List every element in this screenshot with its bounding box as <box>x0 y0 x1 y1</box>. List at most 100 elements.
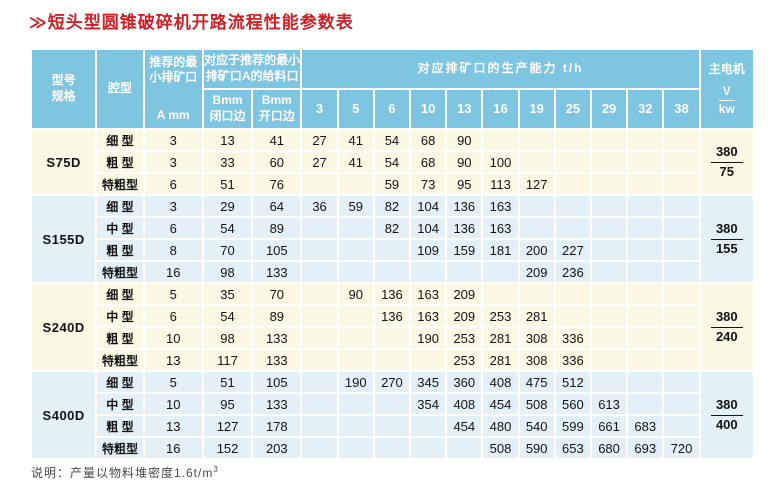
capacity-cell <box>338 240 373 260</box>
capacity-cell <box>338 262 373 282</box>
capacity-cell <box>338 416 373 436</box>
b-closed-cell: 29 <box>203 196 252 216</box>
capacity-cell: 27 <box>302 152 337 172</box>
capacity-cell: 209 <box>447 306 482 326</box>
capacity-cell <box>483 262 518 282</box>
capacity-cell: 190 <box>338 372 373 392</box>
model-cell: S400D <box>32 372 96 458</box>
capacity-cell <box>555 174 590 194</box>
spec-table: 型号 规格 腔型 推荐的最小排矿口 A mm 对应于推荐的最小排矿口A的给料口 … <box>30 48 755 460</box>
capacity-cell: 104 <box>411 218 446 238</box>
header-b-open: Bmm 开口边 <box>253 90 301 128</box>
capacity-cell: 345 <box>411 372 446 392</box>
capacity-cell <box>411 262 446 282</box>
capacity-cell <box>664 416 699 436</box>
a-cell: 8 <box>144 240 202 260</box>
capacity-cell <box>411 438 446 458</box>
capacity-cell <box>302 438 337 458</box>
capacity-cell <box>628 152 663 172</box>
b-open-cell: 133 <box>253 328 301 348</box>
capacity-cell <box>591 196 627 216</box>
capacity-cell: 454 <box>483 394 518 414</box>
capacity-cell <box>374 328 410 348</box>
capacity-cell: 661 <box>591 416 627 436</box>
b-closed-cell: 54 <box>203 218 252 238</box>
capacity-cell <box>628 174 663 194</box>
capacity-cell <box>302 240 337 260</box>
capacity-col-header: 6 <box>374 90 410 128</box>
capacity-cell <box>302 218 337 238</box>
a-cell: 5 <box>144 284 202 304</box>
header-capacity-group: 对应排矿口的生产能力 t/h <box>302 50 699 88</box>
cavity-cell: 细 型 <box>97 284 143 304</box>
a-cell: 3 <box>144 196 202 216</box>
capacity-cell <box>374 350 410 370</box>
capacity-cell: 82 <box>374 218 410 238</box>
capacity-cell: 68 <box>411 130 446 150</box>
capacity-cell: 613 <box>591 394 627 414</box>
motor-voltage: 380 <box>710 221 743 240</box>
capacity-cell <box>664 284 699 304</box>
b-open-cell: 41 <box>253 130 301 150</box>
motor-unit-fraction: V kw <box>718 84 735 116</box>
capacity-cell <box>519 152 554 172</box>
header-cavity: 腔型 <box>97 50 143 128</box>
capacity-cell <box>628 350 663 370</box>
a-cell: 16 <box>144 262 202 282</box>
model-cell: S155D <box>32 196 96 282</box>
capacity-cell: 100 <box>483 152 518 172</box>
b-open-cell: 89 <box>253 306 301 326</box>
motor-value-fraction: 380 240 <box>710 309 743 344</box>
capacity-cell <box>374 438 410 458</box>
capacity-cell: 480 <box>483 416 518 436</box>
cavity-cell: 粗 型 <box>97 416 143 436</box>
capacity-cell: 104 <box>411 196 446 216</box>
b-closed-cell: 98 <box>203 328 252 348</box>
capacity-cell: 408 <box>483 372 518 392</box>
motor-value-fraction: 380 155 <box>710 221 743 256</box>
cavity-cell: 中 型 <box>97 218 143 238</box>
motor-cell: 380 240 <box>700 284 753 370</box>
capacity-cell: 336 <box>555 350 590 370</box>
capacity-col-header: 19 <box>519 90 554 128</box>
b-open-cell: 133 <box>253 350 301 370</box>
capacity-cell <box>411 350 446 370</box>
motor-cell: 380 155 <box>700 196 753 282</box>
capacity-cell <box>628 394 663 414</box>
capacity-cell <box>664 394 699 414</box>
b-closed-cell: 117 <box>203 350 252 370</box>
capacity-cell: 181 <box>483 240 518 260</box>
capacity-cell: 408 <box>447 394 482 414</box>
capacity-cell <box>338 174 373 194</box>
capacity-cell <box>302 372 337 392</box>
capacity-cell: 693 <box>628 438 663 458</box>
b-closed-cell: 70 <box>203 240 252 260</box>
cavity-cell: 粗 型 <box>97 328 143 348</box>
capacity-cell: 190 <box>411 328 446 348</box>
b-closed-cell: 51 <box>203 174 252 194</box>
capacity-cell <box>664 350 699 370</box>
capacity-cell <box>664 262 699 282</box>
capacity-col-header: 16 <box>483 90 518 128</box>
capacity-cell <box>628 196 663 216</box>
capacity-cell: 308 <box>519 350 554 370</box>
capacity-cell <box>591 240 627 260</box>
table-row: 特粗型 6 51 76 59 73 95 113 127 <box>32 174 753 194</box>
motor-power: 75 <box>719 163 735 179</box>
capacity-cell <box>555 196 590 216</box>
capacity-cell: 683 <box>628 416 663 436</box>
capacity-cell <box>664 372 699 392</box>
capacity-cell: 281 <box>519 306 554 326</box>
header-a-unit: A mm <box>156 108 190 123</box>
b-closed-cell: 51 <box>203 372 252 392</box>
capacity-cell <box>411 416 446 436</box>
capacity-cell <box>447 438 482 458</box>
capacity-cell <box>302 262 337 282</box>
capacity-cell <box>664 306 699 326</box>
motor-cell: 380 400 <box>700 372 753 458</box>
capacity-cell <box>591 218 627 238</box>
motor-value-fraction: 380 75 <box>710 144 743 179</box>
capacity-cell: 227 <box>555 240 590 260</box>
a-cell: 10 <box>144 328 202 348</box>
cavity-cell: 中 型 <box>97 306 143 326</box>
